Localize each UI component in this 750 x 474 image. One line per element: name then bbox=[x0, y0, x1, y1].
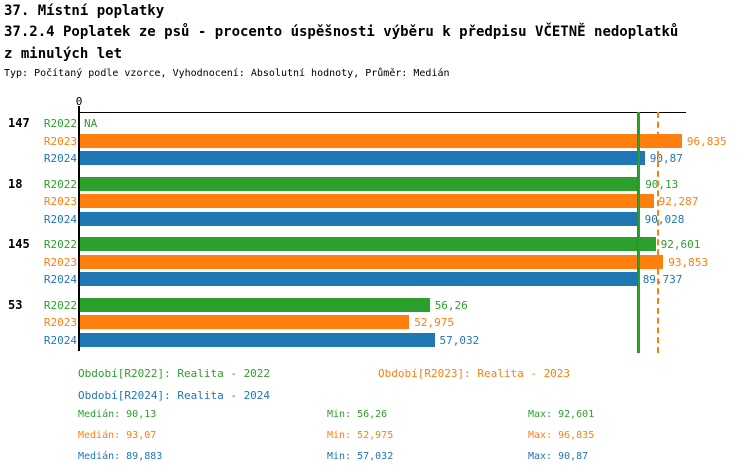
series-label: R2024 bbox=[43, 152, 77, 165]
page-title: 37. Místní poplatky bbox=[4, 3, 165, 19]
bar-value-label: 90,87 bbox=[649, 152, 683, 165]
stat-max-r2022: Max: 92,601 bbox=[528, 409, 595, 420]
median-line-r2022 bbox=[638, 112, 641, 353]
bar-value-label: 56,26 bbox=[434, 298, 468, 312]
bar-r2023 bbox=[80, 254, 664, 269]
bar-value-label: 96,835 bbox=[686, 134, 727, 148]
group-label: 145 bbox=[8, 237, 30, 251]
axis-zero-label: 0 bbox=[75, 95, 83, 108]
chart-meta: Typ: Počítaný podle vzorce, Vyhodnocení:… bbox=[4, 68, 450, 79]
series-label: R2022 bbox=[43, 177, 77, 191]
bar-r2024 bbox=[80, 211, 640, 226]
na-label: NA bbox=[84, 117, 98, 130]
chart-row: R2023 52,975 bbox=[0, 314, 750, 331]
bar-value-label: 52,975 bbox=[414, 316, 455, 329]
stat-min-r2024: Min: 57,032 bbox=[327, 451, 394, 462]
bar-r2023 bbox=[80, 133, 682, 148]
bar-value-label: 92,601 bbox=[660, 238, 701, 251]
stat-medián-r2024: Medián: 89,883 bbox=[78, 451, 163, 462]
bar-chart: 0 147 R2022 NA R2023 96,835 R2024 90,87 18 R2022… bbox=[0, 95, 750, 362]
bar-value-label: 90,028 bbox=[644, 212, 685, 226]
chart-row: 145 R2022 92,601 bbox=[0, 236, 750, 253]
bar-value-label: 89,737 bbox=[642, 273, 683, 286]
chart-row: 147 R2022 NA bbox=[0, 115, 750, 132]
median-line-r2024 bbox=[636, 112, 639, 353]
chart-row: R2023 93,853 bbox=[0, 254, 750, 271]
stat-max-r2023: Max: 96,835 bbox=[528, 430, 595, 441]
group-label: 18 bbox=[8, 176, 23, 191]
chart-subtitle: 37.2.4 Poplatek ze psů - procento úspěšn… bbox=[4, 24, 679, 40]
series-label: R2024 bbox=[43, 273, 77, 286]
stat-min-r2023: Min: 52,975 bbox=[327, 430, 394, 441]
bar-r2022 bbox=[80, 297, 430, 312]
bar-r2024 bbox=[80, 332, 435, 347]
stat-medián-r2023: Medián: 93,07 bbox=[78, 430, 157, 441]
group-label: 53 bbox=[8, 297, 23, 312]
plot-area: 147 R2022 NA R2023 96,835 R2024 90,87 18 R2022 90… bbox=[0, 112, 750, 362]
chart-row: 18 R2022 90,13 bbox=[0, 176, 750, 193]
series-label: R2024 bbox=[43, 333, 77, 347]
chart-row: R2024 89,737 bbox=[0, 271, 750, 288]
series-label: R2023 bbox=[43, 255, 77, 269]
series-label: R2022 bbox=[43, 298, 77, 312]
chart-row: 53 R2022 56,26 bbox=[0, 297, 750, 314]
bar-value-label: 93,853 bbox=[668, 255, 709, 269]
y-axis-line bbox=[78, 106, 80, 351]
group-label: 147 bbox=[8, 116, 30, 130]
bar-r2024 bbox=[80, 151, 645, 165]
series-label: R2022 bbox=[43, 117, 77, 130]
bar-value-label: 92,287 bbox=[658, 195, 699, 208]
bar-r2022 bbox=[80, 237, 656, 251]
series-label: R2024 bbox=[43, 212, 77, 226]
chart-row: R2024 57,032 bbox=[0, 332, 750, 349]
series-label: R2023 bbox=[43, 134, 77, 148]
stat-min-r2022: Min: 56,26 bbox=[327, 409, 388, 420]
bar-r2023 bbox=[80, 315, 410, 329]
stat-max-r2024: Max: 90,87 bbox=[528, 451, 589, 462]
chart-subtitle-wrap: z minulých let bbox=[4, 46, 123, 62]
bar-r2022 bbox=[80, 176, 641, 191]
legend-item-r2022: Období[R2022]: Realita - 2022 bbox=[78, 367, 271, 380]
x-axis-line bbox=[79, 112, 686, 113]
bar-value-label: 90,13 bbox=[645, 177, 679, 191]
legend-item-r2024: Období[R2024]: Realita - 2024 bbox=[78, 389, 271, 402]
series-label: R2023 bbox=[43, 195, 77, 208]
series-label: R2022 bbox=[43, 238, 77, 251]
stat-medián-r2022: Medián: 90,13 bbox=[78, 409, 157, 420]
bar-value-label: 57,032 bbox=[439, 333, 480, 347]
chart-row: R2023 92,287 bbox=[0, 193, 750, 210]
median-line-r2023 bbox=[656, 112, 659, 353]
chart-row: R2023 96,835 bbox=[0, 133, 750, 150]
bar-r2024 bbox=[80, 272, 638, 286]
series-label: R2023 bbox=[43, 316, 77, 329]
legend-item-r2023: Období[R2023]: Realita - 2023 bbox=[378, 367, 571, 380]
bar-r2023 bbox=[80, 194, 654, 208]
chart-row: R2024 90,028 bbox=[0, 211, 750, 228]
